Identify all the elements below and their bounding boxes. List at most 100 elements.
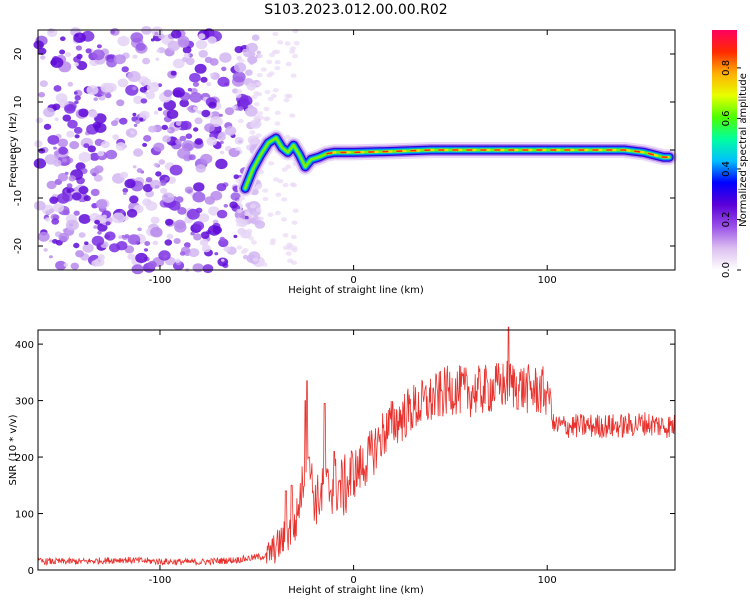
noise-blob <box>237 227 246 236</box>
noise-blob <box>150 179 162 189</box>
noise-haze-blob <box>281 217 287 222</box>
noise-blob <box>158 33 165 40</box>
noise-blob <box>179 99 189 108</box>
spectrogram-x-axis-label: Height of straight line (km) <box>288 285 424 296</box>
noise-blob <box>75 45 82 51</box>
noise-blob <box>43 123 52 130</box>
noise-blob <box>163 254 168 258</box>
spectrogram-y-tick-label: -20 <box>13 238 24 254</box>
noise-blob <box>142 184 153 193</box>
noise-haze-blob <box>286 245 293 251</box>
noise-blob <box>56 193 70 204</box>
noise-blob <box>157 107 163 111</box>
noise-blob <box>78 214 91 224</box>
noise-blob <box>91 260 100 267</box>
noise-blob <box>74 100 79 105</box>
noise-blob <box>92 49 105 61</box>
noise-blob <box>216 209 228 219</box>
colorbar-tick-label: 0.6 <box>721 110 732 126</box>
noise-blob <box>124 178 136 189</box>
noise-blob <box>219 236 225 242</box>
noise-blob <box>237 106 244 111</box>
noise-haze-blob <box>261 262 268 267</box>
noise-blob <box>55 260 67 271</box>
noise-haze-blob <box>281 167 288 172</box>
noise-blob <box>97 254 105 261</box>
noise-blob <box>145 201 158 211</box>
noise-haze-blob <box>274 110 281 116</box>
noise-haze-blob <box>262 188 269 193</box>
colorbar: 0.0 0.2 0.4 0.6 0.8 Normalized spectral ampl… <box>712 30 749 278</box>
noise-blob <box>145 91 156 100</box>
noise-blob <box>204 56 213 64</box>
noise-haze-blob <box>253 116 260 121</box>
noise-blob <box>156 49 161 53</box>
noise-haze-blob <box>257 115 264 120</box>
spectrogram-y-axis-label: Frequency (Hz) <box>8 112 19 188</box>
noise-blob <box>200 76 208 83</box>
noise-haze-blob <box>267 212 274 217</box>
noise-blob <box>155 57 160 61</box>
noise-blob <box>52 239 58 244</box>
noise-blob <box>168 200 181 211</box>
noise-blob <box>136 168 143 173</box>
noise-blob <box>153 162 159 168</box>
noise-blob <box>116 99 125 107</box>
noise-haze-blob <box>290 46 296 51</box>
noise-blob <box>189 92 202 103</box>
noise-blob <box>177 147 191 159</box>
noise-haze-blob <box>264 89 271 95</box>
noise-blob <box>197 110 203 115</box>
noise-blob <box>66 183 73 189</box>
noise-blob <box>175 138 182 145</box>
noise-haze-blob <box>263 106 270 112</box>
noise-blob <box>117 78 129 88</box>
noise-blob <box>175 196 184 203</box>
noise-blob <box>139 86 147 93</box>
noise-blob <box>170 29 182 39</box>
noise-haze-blob <box>266 59 273 65</box>
noise-blob <box>74 95 81 101</box>
noise-blob <box>161 192 175 203</box>
snr-x-axis-label: Height of straight line (km) <box>288 585 424 596</box>
noise-blob <box>219 150 225 155</box>
noise-blob <box>223 246 231 252</box>
noise-blob <box>155 171 162 177</box>
noise-haze-blob <box>272 88 279 93</box>
snr-plot-area <box>38 330 675 570</box>
noise-blob <box>111 120 118 127</box>
noise-blob <box>97 230 102 235</box>
noise-blob <box>170 70 177 76</box>
noise-blob <box>150 216 160 224</box>
noise-haze-blob <box>235 93 242 98</box>
noise-haze-blob <box>291 183 297 188</box>
noise-haze-blob <box>282 233 289 238</box>
noise-blob <box>174 258 181 263</box>
noise-blob <box>110 30 116 35</box>
noise-blob <box>148 125 157 133</box>
noise-blob <box>219 52 232 63</box>
noise-blob <box>61 158 68 163</box>
noise-haze-blob <box>240 233 247 238</box>
noise-blob <box>206 82 212 87</box>
noise-haze-blob <box>282 182 289 188</box>
noise-haze-blob <box>249 204 256 209</box>
noise-blob <box>133 148 144 157</box>
noise-blob <box>179 135 187 142</box>
noise-blob <box>58 146 68 155</box>
noise-blob <box>122 188 129 193</box>
noise-blob <box>201 109 211 118</box>
noise-haze-blob <box>249 130 256 135</box>
noise-blob <box>51 218 60 225</box>
noise-blob <box>221 258 225 262</box>
noise-blob <box>78 108 89 118</box>
noise-blob <box>65 219 79 231</box>
noise-blob <box>115 142 127 151</box>
ridge-core-red <box>326 149 670 158</box>
spectrogram-y-tick-label: -10 <box>13 190 24 206</box>
noise-blob <box>94 113 107 124</box>
noise-blob <box>195 164 206 173</box>
noise-blob <box>120 210 125 214</box>
noise-haze-blob <box>240 249 247 255</box>
